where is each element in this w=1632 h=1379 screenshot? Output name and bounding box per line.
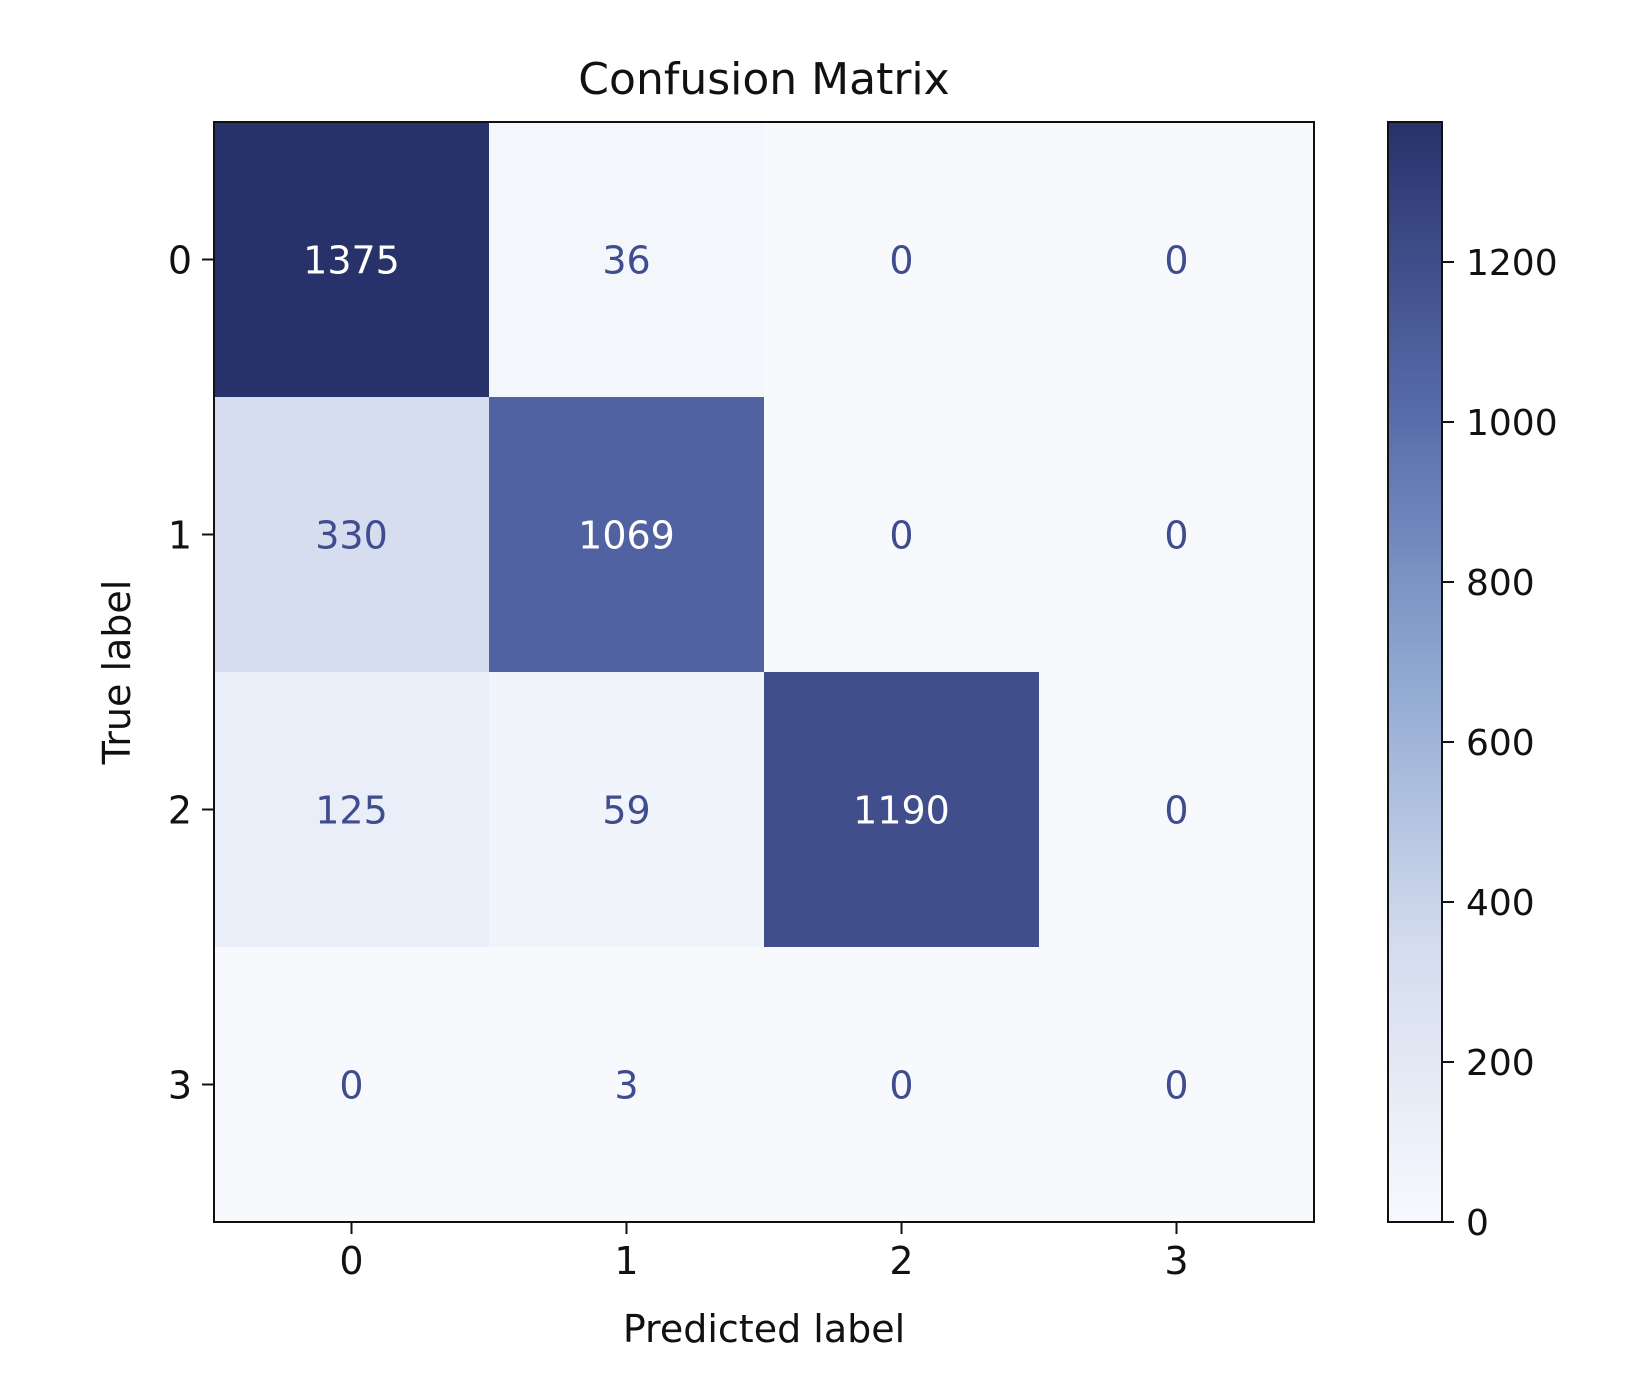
cell-value-label: 0 <box>889 1064 913 1108</box>
heatmap-cell <box>214 947 490 1223</box>
heatmap-cell <box>489 397 765 673</box>
heatmap-cell <box>489 672 765 948</box>
chart-title: Confusion Matrix <box>578 54 949 105</box>
plot-frame <box>213 121 1315 1223</box>
y-tick-label: 3 <box>168 1064 192 1108</box>
x-axis-label: Predicted label <box>623 1307 905 1351</box>
cell-value-label: 0 <box>889 514 913 558</box>
x-tick-label: 2 <box>889 1239 913 1283</box>
x-axis-ticks: 0 1 2 3 <box>339 1222 1189 1283</box>
colorbar-tick-label: 1200 <box>1466 243 1558 284</box>
y-axis-ticks: 0 1 2 3 <box>168 239 214 1108</box>
cell-value-label: 59 <box>602 789 650 833</box>
cell-value-label: 0 <box>889 239 913 283</box>
heatmap-cell <box>214 397 490 673</box>
cell-value-label: 1069 <box>578 514 675 558</box>
heatmap-cell <box>764 672 1040 948</box>
cell-value-label: 0 <box>1164 789 1188 833</box>
heatmap-cell <box>1039 397 1315 673</box>
heatmap-cell <box>1039 672 1315 948</box>
cell-value-label: 330 <box>315 514 388 558</box>
cell-value-label: 0 <box>1164 1064 1188 1108</box>
cell-value-label: 125 <box>315 789 388 833</box>
colorbar-tick-label: 200 <box>1466 1043 1535 1084</box>
heatmap-cell <box>489 122 765 398</box>
cell-value-label: 0 <box>1164 239 1188 283</box>
cell-value-label: 1375 <box>303 239 400 283</box>
cell-value-label: 36 <box>602 239 650 283</box>
x-tick-label: 0 <box>339 1239 363 1283</box>
colorbar-tick-label: 1000 <box>1466 403 1558 444</box>
heatmap-cell <box>214 122 490 398</box>
x-tick-label: 1 <box>614 1239 638 1283</box>
heatmap-cells <box>214 122 1315 1223</box>
y-tick-label: 0 <box>168 239 192 283</box>
colorbar-ticks: 0 200 400 600 800 1000 1200 <box>1442 243 1558 1244</box>
cell-value-label: 1190 <box>853 789 950 833</box>
heatmap-cell <box>1039 947 1315 1223</box>
heatmap-cell <box>214 672 490 948</box>
cell-value-label: 0 <box>1164 514 1188 558</box>
cell-value-label: 0 <box>339 1064 363 1108</box>
y-tick-label: 1 <box>168 514 192 558</box>
colorbar-tick-label: 0 <box>1466 1203 1489 1244</box>
y-axis-label: True label <box>95 580 139 766</box>
heatmap-cell <box>489 947 765 1223</box>
colorbar-tick-label: 600 <box>1466 723 1535 764</box>
heatmap-cell <box>1039 122 1315 398</box>
colorbar-tick-label: 800 <box>1466 563 1535 604</box>
cell-value-label: 3 <box>614 1064 638 1108</box>
heatmap-cell <box>764 397 1040 673</box>
y-tick-label: 2 <box>168 789 192 833</box>
colorbar <box>1387 121 1443 1223</box>
heatmap-cell-labels: 1375 36 0 0 330 1069 0 0 125 59 1190 0 0 3 0 0 <box>303 239 1188 1108</box>
x-tick-label: 3 <box>1164 1239 1188 1283</box>
heatmap-cell <box>764 947 1040 1223</box>
heatmap-cell <box>764 122 1040 398</box>
colorbar-tick-label: 400 <box>1466 883 1535 924</box>
